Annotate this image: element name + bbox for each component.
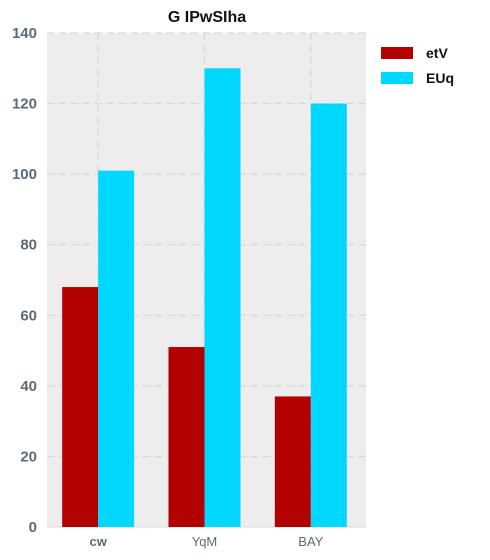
- y-tick-label: 140: [12, 25, 37, 42]
- x-tick-label: YqM: [192, 534, 218, 549]
- x-tick-label: cw: [89, 534, 107, 549]
- bar-EUq-YqM: [204, 68, 241, 528]
- bars: [62, 68, 347, 528]
- bar-EUq-BAY: [310, 103, 347, 528]
- bar-etV-cw: [62, 287, 99, 527]
- x-axis-ticks: cw YqM BAY: [89, 534, 323, 549]
- y-tick-label: 20: [20, 448, 37, 465]
- x-tick-label: BAY: [298, 534, 323, 549]
- y-tick-label: 0: [29, 519, 37, 536]
- legend-label: etV: [426, 45, 448, 61]
- bar-etV-BAY: [274, 396, 311, 527]
- y-tick-label: 40: [20, 378, 37, 395]
- y-tick-label: 60: [20, 307, 37, 324]
- bar-etV-YqM: [168, 347, 205, 527]
- y-axis-ticks: 0 20 40 60 80 100 120 140: [12, 25, 37, 536]
- y-tick-label: 100: [12, 166, 37, 183]
- y-tick-label: 120: [12, 96, 37, 113]
- legend-swatch-EUq: [381, 72, 413, 84]
- legend: etV EUq: [381, 45, 454, 86]
- chart-title: G IPwSIha: [168, 9, 246, 26]
- legend-label: EUq: [426, 70, 454, 86]
- legend-swatch-etV: [381, 47, 413, 59]
- bar-EUq-cw: [98, 170, 135, 527]
- y-tick-label: 80: [20, 237, 37, 254]
